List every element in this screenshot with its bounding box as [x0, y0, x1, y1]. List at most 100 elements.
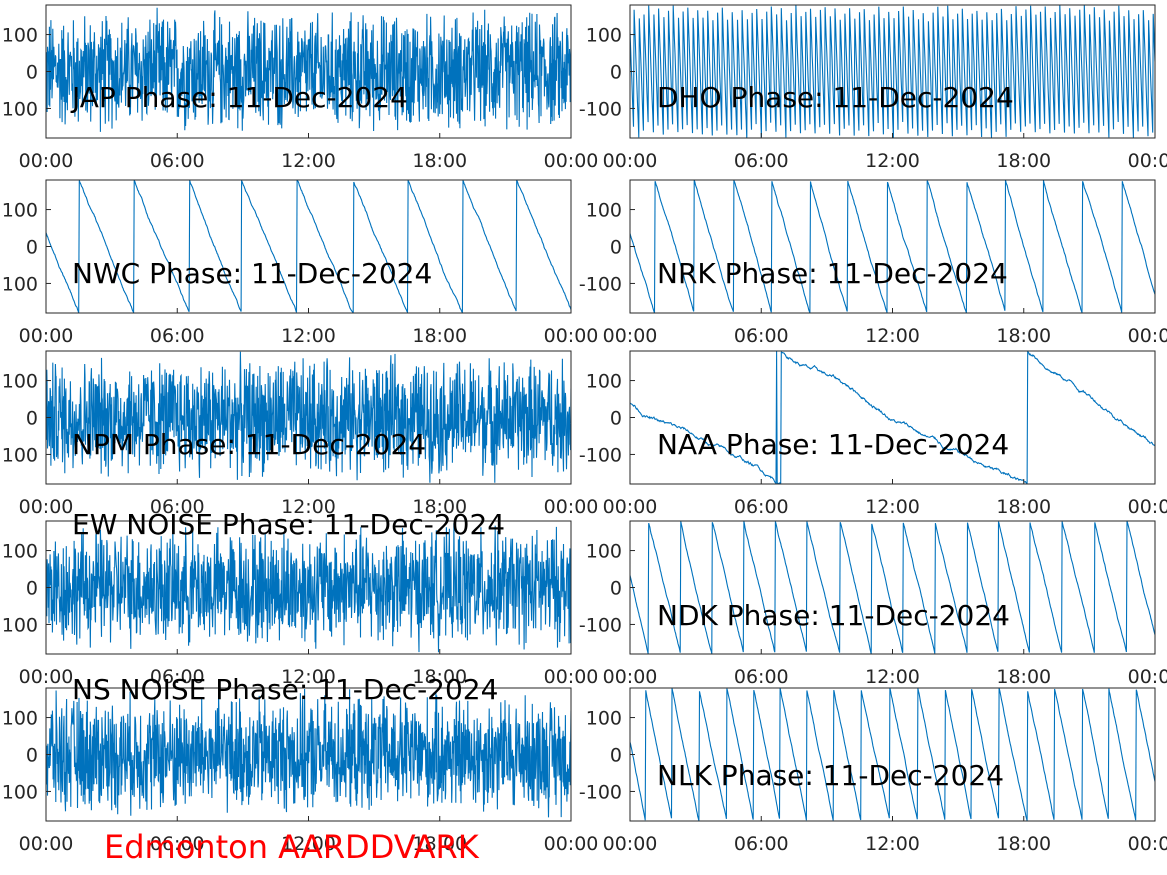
y-tick-label: -100: [579, 781, 622, 803]
phase-series-line: [630, 521, 1155, 654]
y-tick-label: 100: [2, 273, 38, 295]
panel-title: NLK Phase: 11-Dec-2024: [657, 759, 1004, 792]
x-tick-label: 18:00: [412, 150, 467, 172]
y-tick-label: 0: [26, 745, 38, 767]
panel-5: 100 0 100 00:00 06:00 12:00 18:00 00:00 NPM Phas…: [2, 350, 599, 518]
x-tick-label: 00:00: [1128, 325, 1167, 347]
panel-10: 100 0 -100 00:00 06:00 12:00 18:00 00:00 NLK Pha…: [579, 687, 1167, 855]
x-tick-label: 00:00: [603, 833, 658, 855]
axes-frame: [629, 687, 1156, 822]
x-tick-label: 12:00: [281, 496, 336, 518]
station-footer-label: Edmonton AARDDVARK: [104, 828, 479, 866]
y-tick-label: -100: [579, 614, 622, 636]
panel-6: 100 0 -100 00:00 06:00 12:00 18:00 00:00 NAA Pha…: [579, 350, 1167, 518]
x-tick-label: 12:00: [281, 150, 336, 172]
panel-title: NS NOISE Phase: 11-Dec-2024: [72, 673, 498, 706]
y-tick-label: 0: [26, 62, 38, 84]
x-tick-label: 06:00: [734, 325, 789, 347]
y-tick-label: 0: [610, 578, 622, 600]
x-tick-label: 18:00: [996, 666, 1051, 688]
y-tick-label: 100: [586, 25, 622, 47]
x-tick-label: 06:00: [734, 833, 789, 855]
x-tick-label: 06:00: [734, 150, 789, 172]
x-tick-label: 18:00: [996, 325, 1051, 347]
phase-series-line: [630, 180, 1155, 313]
x-tick-label: 06:00: [150, 833, 205, 855]
y-tick-label: 100: [586, 708, 622, 730]
x-tick-label: 06:00: [150, 150, 205, 172]
x-tick-label: 00:00: [544, 666, 599, 688]
x-tick-label: 18:00: [996, 833, 1051, 855]
x-tick-label: 00:00: [544, 496, 599, 518]
x-tick-label: 12:00: [281, 833, 336, 855]
x-tick-label: 06:00: [150, 325, 205, 347]
panel-title: NPM Phase: 11-Dec-2024: [72, 428, 426, 461]
y-tick-label: 0: [26, 578, 38, 600]
y-tick-label: 0: [610, 408, 622, 430]
x-tick-label: 00:00: [603, 325, 658, 347]
panel-title: EW NOISE Phase: 11-Dec-2024: [72, 508, 505, 541]
x-tick-label: 00:00: [544, 325, 599, 347]
y-tick-label: 0: [610, 745, 622, 767]
phase-series-line: [46, 351, 571, 483]
x-tick-label: 06:00: [734, 496, 789, 518]
y-tick-label: 0: [26, 408, 38, 430]
x-tick-label: 00:00: [19, 833, 74, 855]
x-tick-label: 06:00: [150, 496, 205, 518]
x-tick-label: 00:00: [603, 496, 658, 518]
y-tick-label: 100: [2, 200, 38, 222]
y-tick-label: 100: [2, 781, 38, 803]
y-tick-label: 100: [2, 541, 38, 563]
panel-2: 100 0 -100 00:00 06:00 12:00 18:00 00:00 DHO Pha…: [579, 4, 1167, 172]
y-tick-label: 100: [2, 444, 38, 466]
panel-4: 100 0 -100 00:00 06:00 12:00 18:00 00:00 NRK Pha…: [579, 179, 1167, 347]
axes-frame: [629, 520, 1156, 655]
panel-7: 100 0 100 00:00 06:00 12:00 18:00 00:00 EW NOISE…: [2, 508, 599, 688]
x-tick-label: 12:00: [865, 496, 920, 518]
x-tick-label: 00:00: [544, 833, 599, 855]
panel-title: NDK Phase: 11-Dec-2024: [657, 599, 1010, 632]
x-tick-label: 00:00: [19, 150, 74, 172]
panel-title: JAP Phase: 11-Dec-2024: [70, 81, 408, 114]
x-tick-label: 12:00: [281, 666, 336, 688]
x-tick-label: 06:00: [734, 666, 789, 688]
x-tick-label: 00:00: [19, 496, 74, 518]
y-tick-label: 100: [2, 708, 38, 730]
x-tick-label: 12:00: [865, 150, 920, 172]
phase-series-line: [630, 688, 1155, 821]
x-tick-label: 18:00: [996, 496, 1051, 518]
x-tick-label: 12:00: [865, 666, 920, 688]
panel-title: NRK Phase: 11-Dec-2024: [657, 257, 1008, 290]
panel-title: DHO Phase: 11-Dec-2024: [657, 81, 1014, 114]
panel-8: 100 0 -100 00:00 06:00 12:00 18:00 00:00 NDK Pha…: [579, 520, 1167, 688]
y-tick-label: 100: [586, 371, 622, 393]
x-tick-label: 18:00: [412, 496, 467, 518]
phase-series-line: [46, 521, 571, 653]
phase-series-line: [630, 5, 1155, 138]
y-tick-label: 100: [2, 614, 38, 636]
x-tick-label: 00:00: [19, 325, 74, 347]
x-tick-label: 12:00: [281, 325, 336, 347]
x-tick-label: 12:00: [865, 325, 920, 347]
x-tick-label: 00:00: [603, 150, 658, 172]
panel-9: 100 0 100 00:00 06:00 12:00 18:00 00:00 NS NOISE…: [2, 673, 599, 855]
axes-frame: [629, 350, 1156, 485]
phase-series-line: [46, 688, 571, 818]
y-tick-label: 0: [610, 62, 622, 84]
y-tick-label: 100: [2, 98, 38, 120]
panel-3: 100 0 100 00:00 06:00 12:00 18:00 00:00 NWC Phas…: [2, 179, 599, 347]
y-tick-label: -100: [579, 444, 622, 466]
phase-series-line: [630, 351, 1155, 484]
x-tick-label: 06:00: [150, 666, 205, 688]
x-tick-label: 18:00: [996, 150, 1051, 172]
y-tick-label: 100: [586, 541, 622, 563]
x-tick-label: 00:00: [603, 666, 658, 688]
y-tick-label: 0: [610, 237, 622, 259]
x-tick-label: 00:00: [1128, 666, 1167, 688]
y-tick-label: 0: [26, 237, 38, 259]
panel-title: NAA Phase: 11-Dec-2024: [657, 428, 1009, 461]
x-tick-label: 18:00: [412, 666, 467, 688]
panel-1: 100 0 100 00:00 06:00 12:00 18:00 00:00 JAP Phas…: [2, 4, 598, 172]
x-tick-label: 00:00: [1128, 833, 1167, 855]
